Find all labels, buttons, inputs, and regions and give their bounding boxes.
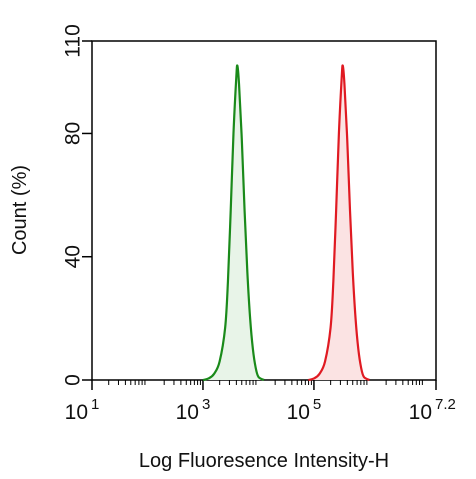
y-tick-label: 80: [62, 122, 85, 145]
x-tick-label-exp: 1: [91, 396, 99, 413]
series-layer: [202, 64, 370, 382]
series-1-line: [202, 64, 265, 382]
plot-frame: [91, 40, 437, 381]
y-tick-label: 110: [62, 24, 85, 57]
x-tick-label-exp: 5: [313, 396, 321, 413]
y-tick-labels: 0 40 80 110: [62, 24, 85, 386]
x-tick-label-exp: 7.2: [435, 396, 456, 413]
x-tick-label-base: 10: [287, 401, 310, 424]
x-tick-labels: 10 1 10 3 10 5 10 7.2: [65, 396, 456, 424]
y-tick-label: 0: [62, 374, 85, 386]
y-axis-title: Count (%): [9, 165, 31, 255]
x-tick-label-base: 10: [65, 401, 88, 424]
x-axis-title: Log Fluoresence Intensity-H: [139, 450, 389, 472]
x-tick-label-base: 10: [176, 401, 199, 424]
y-tick-label: 40: [62, 245, 85, 268]
x-minor-ticks: [108, 380, 423, 385]
series-2-line: [308, 64, 370, 382]
axis-major-ticks: [82, 40, 437, 390]
x-tick-label-exp: 3: [202, 396, 210, 413]
x-tick-label-base: 10: [409, 401, 432, 424]
